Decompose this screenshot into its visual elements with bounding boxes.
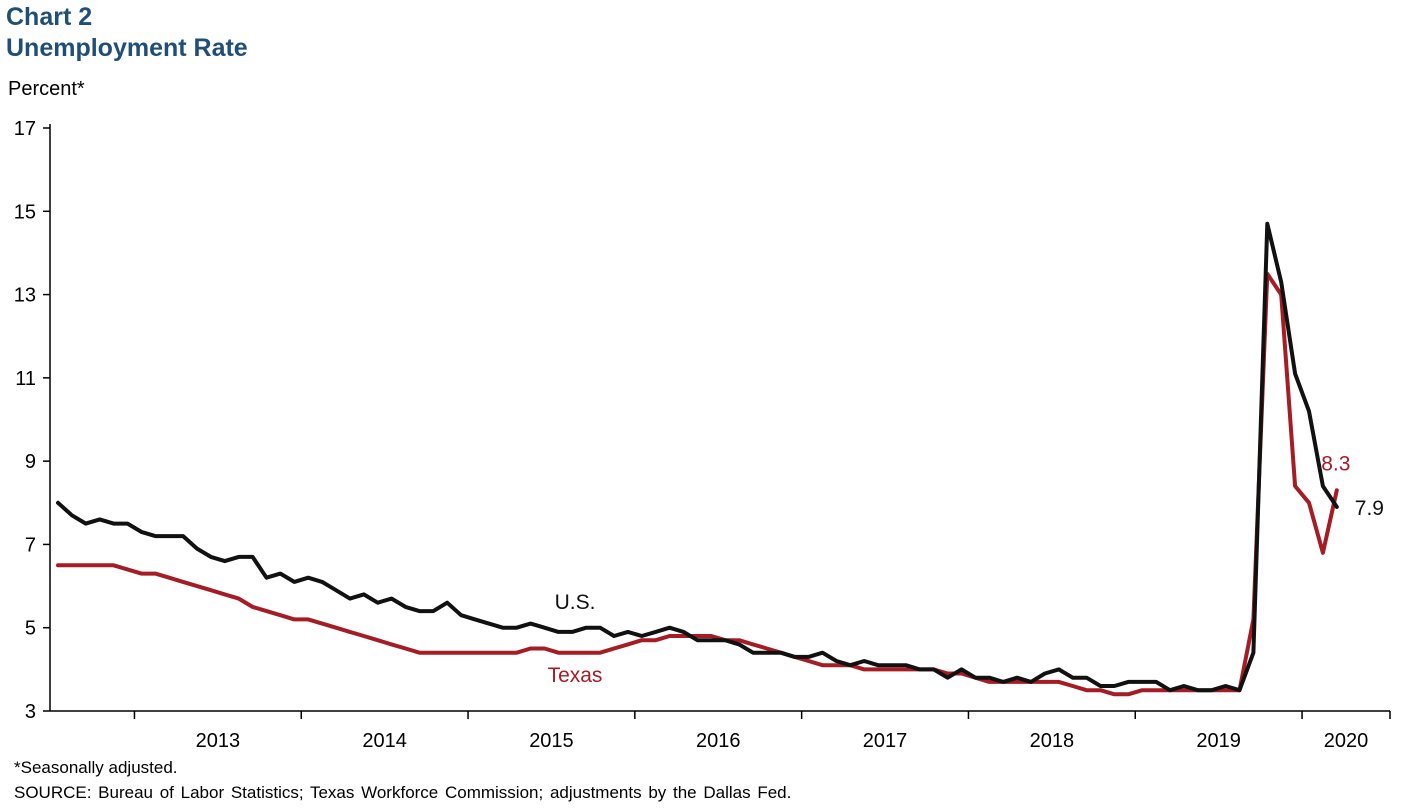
chart-label: Chart 2 bbox=[6, 3, 93, 31]
x-tick-label: 2015 bbox=[529, 730, 574, 752]
y-tick-label: 17 bbox=[14, 118, 36, 140]
y-axis-unit-label: Percent* bbox=[8, 78, 85, 100]
y-tick-label: 3 bbox=[25, 701, 36, 723]
series-line-us bbox=[56, 221, 1339, 693]
y-tick-label: 11 bbox=[15, 368, 36, 390]
x-tick-label: 2014 bbox=[362, 730, 407, 752]
x-tick-label: 2019 bbox=[1196, 730, 1241, 752]
axes: 3 5 7 9 11 13 15 17 2013 2014 2015 2016 2017 2018 2019… bbox=[14, 118, 1391, 752]
series-lines bbox=[56, 221, 1339, 697]
x-tick-label: 2016 bbox=[696, 730, 741, 752]
x-tick-label: 2017 bbox=[863, 730, 908, 752]
y-tick-label: 15 bbox=[14, 201, 36, 223]
end-label-us: 7.9 bbox=[1355, 497, 1384, 520]
x-tick-label: 2013 bbox=[196, 730, 241, 752]
series-label-us: U.S. bbox=[555, 591, 596, 614]
source-note: SOURCE: Bureau of Labor Statistics; Texa… bbox=[14, 783, 792, 802]
series-label-texas: Texas bbox=[548, 664, 603, 687]
footnote: *Seasonally adjusted. bbox=[14, 758, 178, 777]
end-label-texas: 8.3 bbox=[1321, 452, 1350, 475]
y-tick-label: 7 bbox=[25, 534, 36, 556]
series-labels: U.S. Texas 7.98.3 bbox=[548, 452, 1384, 687]
series-line-texas bbox=[56, 271, 1339, 697]
x-tick-label: 2020 bbox=[1324, 730, 1369, 752]
y-tick-label: 5 bbox=[25, 618, 36, 640]
chart-title: Unemployment Rate bbox=[6, 34, 248, 62]
y-tick-label: 9 bbox=[25, 451, 36, 473]
y-tick-label: 13 bbox=[14, 285, 36, 307]
x-tick-label: 2018 bbox=[1030, 730, 1075, 752]
